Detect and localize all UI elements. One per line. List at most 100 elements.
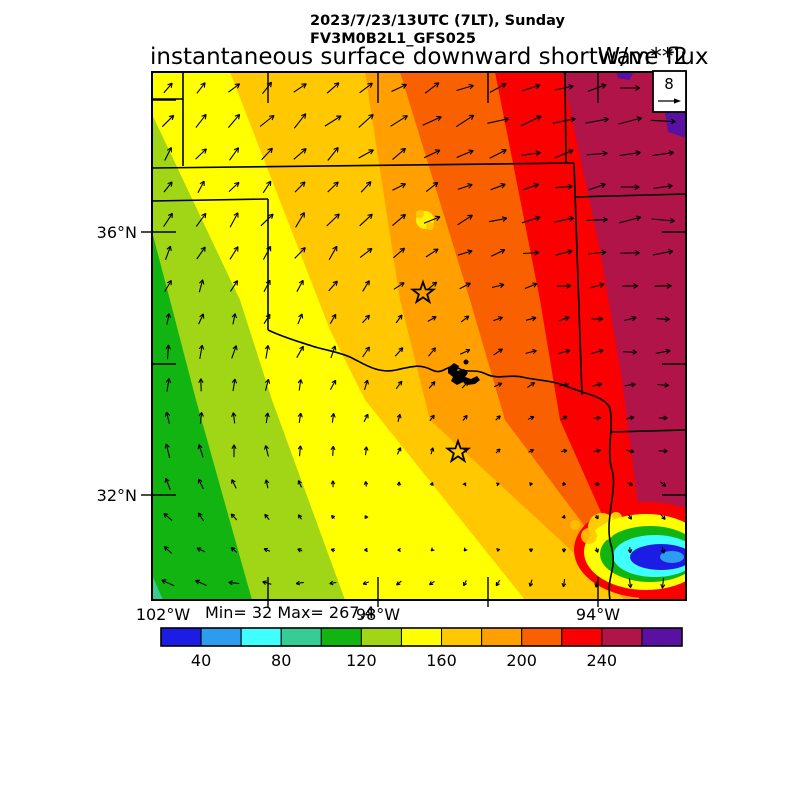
reference-vector-box: 8 xyxy=(652,70,687,113)
wind-arrow xyxy=(198,279,205,293)
lat-label: 32°N xyxy=(97,486,137,505)
wind-arrow xyxy=(652,248,674,256)
wind-arrow xyxy=(396,413,402,422)
wind-arrow xyxy=(489,149,507,159)
header-datetime: 2023/7/23/13UTC (7LT), Sunday xyxy=(310,13,565,29)
wind-arrow xyxy=(525,348,537,354)
speckle-patch xyxy=(570,520,580,530)
colorbar-tick-label: 200 xyxy=(506,651,537,670)
wind-arrow xyxy=(362,580,370,586)
wind-arrow xyxy=(196,246,206,260)
wind-arrow xyxy=(429,580,435,586)
wind-arrow xyxy=(392,183,407,191)
wind-arrow xyxy=(330,345,337,359)
wind-arrow xyxy=(259,114,275,127)
wind-arrow xyxy=(460,315,470,323)
wind-arrow xyxy=(231,444,237,458)
wind-arrow xyxy=(363,379,369,391)
border-ar-la xyxy=(609,429,686,433)
wind-arrow xyxy=(230,547,238,553)
wind-arrow xyxy=(457,214,473,226)
wind-arrow xyxy=(297,514,303,520)
wind-arrow xyxy=(264,345,271,359)
wind-arrow xyxy=(625,415,635,421)
wind-arrow xyxy=(521,215,541,224)
wind-arrow xyxy=(229,212,239,228)
wind-arrow xyxy=(362,314,371,324)
wind-arrow xyxy=(163,212,173,228)
border-panhandle-south xyxy=(152,198,269,202)
wind-arrow xyxy=(455,114,475,128)
border-mo-ar xyxy=(573,193,686,198)
wind-arrow xyxy=(528,548,534,553)
wind-arrow xyxy=(619,215,642,224)
wind-arrow xyxy=(463,547,468,552)
wind-arrow xyxy=(294,181,306,193)
wind-arrow xyxy=(164,280,172,292)
wind-arrow xyxy=(330,514,336,520)
wind-arrow xyxy=(297,412,303,423)
wind-arrow xyxy=(594,547,600,553)
wind-arrow xyxy=(395,314,403,324)
wind-arrow xyxy=(651,217,675,224)
wind-arrow xyxy=(495,579,501,587)
wind-arrow xyxy=(624,382,636,388)
wind-arrow xyxy=(496,547,501,552)
colorbar-tick-label: 120 xyxy=(346,651,377,670)
wind-arrow xyxy=(228,580,240,586)
wind-arrow xyxy=(328,245,338,260)
wind-arrow xyxy=(558,315,570,322)
reference-arrow-icon xyxy=(658,98,681,104)
colorbar-segment xyxy=(601,627,643,647)
border-tx-ar-river xyxy=(608,407,615,600)
wind-arrow xyxy=(522,249,540,256)
wind-arrow xyxy=(552,116,576,124)
wind-arrow xyxy=(231,412,237,424)
wind-arrow xyxy=(231,345,238,359)
lake-texoma xyxy=(463,359,469,365)
wind-arrow xyxy=(163,82,173,94)
wind-arrow xyxy=(586,216,608,223)
wind-arrow xyxy=(660,546,666,554)
wind-arrow xyxy=(561,547,567,553)
wind-arrow xyxy=(330,445,336,456)
border-ok-ks xyxy=(152,162,575,169)
wind-arrow xyxy=(260,213,274,227)
wind-arrow xyxy=(393,282,405,290)
wind-arrow xyxy=(363,413,369,423)
colorbar-tick-label: 80 xyxy=(271,651,291,670)
colorbar-segment xyxy=(200,627,242,647)
wind-arrow xyxy=(524,282,538,290)
wind-arrow xyxy=(197,478,204,490)
wind-arrow xyxy=(263,445,269,457)
wind-arrow xyxy=(493,348,503,356)
wind-arrow xyxy=(295,580,304,586)
wind-arrow xyxy=(456,149,474,159)
state-borders xyxy=(152,72,686,600)
cloud-lightblue-spot xyxy=(660,551,684,563)
wind-vectors xyxy=(161,81,676,589)
wind-arrow xyxy=(359,82,373,94)
wind-arrow xyxy=(585,116,609,124)
cloud-blue-core xyxy=(630,544,686,570)
wind-arrow xyxy=(164,147,172,161)
wind-arrow xyxy=(527,415,535,421)
border-ok-ar xyxy=(573,162,583,396)
wind-arrow xyxy=(396,580,402,586)
wind-arrow xyxy=(562,481,567,486)
wind-arrow xyxy=(490,248,506,257)
wind-arrow xyxy=(462,580,468,587)
header-model: FV3M0B2L1_GFS025 xyxy=(310,31,476,47)
wind-arrow xyxy=(495,415,501,421)
wind-arrow xyxy=(197,444,204,458)
lat-label: 36°N xyxy=(97,223,137,242)
wind-arrow xyxy=(627,578,633,589)
wind-arrow xyxy=(195,148,207,160)
wind-arrow xyxy=(620,250,640,256)
wind-arrow xyxy=(656,316,670,322)
wind-arrow xyxy=(359,247,373,259)
wind-arrow xyxy=(428,347,437,357)
wind-arrow xyxy=(424,82,440,94)
speckle-spot xyxy=(426,222,434,230)
